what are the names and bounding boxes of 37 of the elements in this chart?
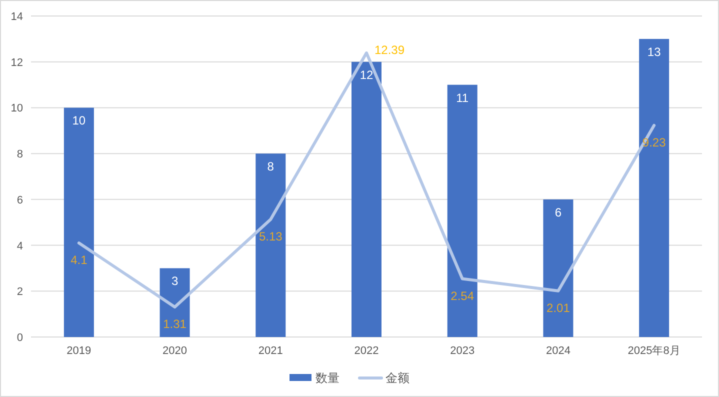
data-label: 2.54 bbox=[450, 288, 474, 303]
y-tick-label: 10 bbox=[10, 102, 23, 115]
data-label: 10 bbox=[72, 114, 86, 128]
x-tick-label: 2021 bbox=[258, 345, 283, 357]
x-tick-label: 2019 bbox=[66, 345, 92, 357]
bar bbox=[352, 62, 382, 337]
x-tick-label: 2022 bbox=[354, 345, 379, 357]
data-label: 13 bbox=[647, 44, 662, 59]
y-tick-label: 8 bbox=[16, 148, 23, 161]
bar bbox=[543, 199, 574, 337]
data-label: 12 bbox=[360, 68, 374, 82]
y-tick-label: 12 bbox=[10, 56, 23, 69]
x-tick-label: 2024 bbox=[546, 345, 570, 357]
x-tick-label: 2020 bbox=[162, 345, 188, 357]
y-tick-label: 0 bbox=[16, 332, 23, 344]
legend-label: 金额 bbox=[386, 371, 410, 385]
y-tick-label: 2 bbox=[16, 286, 23, 298]
data-label: 8 bbox=[267, 160, 274, 174]
legend-label: 数量 bbox=[316, 371, 340, 385]
y-tick-label: 14 bbox=[10, 11, 23, 23]
x-tick-label: 2025年8月 bbox=[628, 345, 680, 357]
data-label: 1.31 bbox=[163, 316, 187, 331]
data-label: 11 bbox=[456, 90, 469, 105]
bar bbox=[639, 38, 670, 337]
bar bbox=[256, 154, 286, 337]
data-label: 6 bbox=[554, 205, 562, 220]
y-tick-label: 6 bbox=[16, 194, 23, 206]
bar bbox=[447, 84, 478, 337]
bar bbox=[160, 268, 190, 337]
data-label: 12.39 bbox=[374, 42, 405, 57]
data-label: 4.1 bbox=[70, 252, 88, 267]
x-tick-label: 2023 bbox=[450, 345, 475, 357]
y-tick-label: 4 bbox=[16, 240, 23, 252]
data-label: 3 bbox=[171, 274, 178, 288]
data-label: 2.01 bbox=[546, 300, 570, 315]
data-label: 5.13 bbox=[258, 229, 283, 244]
bar bbox=[64, 108, 94, 337]
